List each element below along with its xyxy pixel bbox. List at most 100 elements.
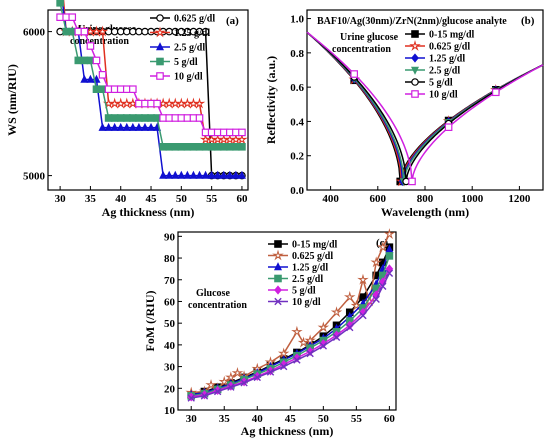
data-point — [177, 170, 186, 179]
data-point — [293, 356, 301, 364]
data-point — [332, 333, 341, 341]
data-point — [195, 170, 204, 179]
data-point — [116, 122, 125, 131]
chart-panel-c: 30 35 40 45 50 55 60 10 20 30 40 50 60 70 80 90 Ag thick… — [143, 228, 397, 438]
y-tick-label: 1.0 — [290, 14, 304, 26]
legend-entry: 5 g/dl — [429, 78, 453, 89]
data-point — [330, 306, 343, 318]
x-tick-label: 55 — [351, 413, 363, 425]
data-point — [116, 114, 125, 122]
data-point — [226, 128, 234, 137]
data-point — [80, 74, 89, 83]
data-point — [350, 70, 359, 78]
series-10-g-dl — [187, 269, 394, 402]
data-point — [147, 27, 155, 36]
legend-marker — [411, 53, 419, 63]
y-tick-label: 60 — [164, 296, 176, 308]
legend-marker — [154, 26, 166, 38]
data-point — [135, 99, 143, 108]
data-point — [62, 13, 70, 22]
series-2-5-g-dl — [306, 31, 544, 187]
series-line — [306, 31, 544, 182]
legend-marker — [274, 297, 282, 306]
legend-marker — [411, 78, 419, 86]
x-axis-label: Wavelength (nm) — [381, 205, 469, 219]
x-tick-label: 1200 — [508, 193, 531, 205]
data-point — [201, 128, 210, 137]
legend-entry: 1.25 g/dl — [429, 54, 465, 65]
legend-marker — [155, 42, 165, 51]
data-point — [116, 85, 125, 94]
annotation-line: concentration — [188, 300, 247, 311]
data-point — [122, 27, 131, 36]
legend-c: 0-15 mg/dl0.625 g/dl1.25 g/dl2.5 g/dl5 g… — [268, 240, 338, 308]
y-tick-label: 5000 — [23, 171, 46, 183]
data-point — [96, 25, 109, 37]
data-point — [200, 392, 209, 400]
data-point — [359, 311, 367, 320]
data-point — [183, 143, 192, 151]
legend-b: 0-15 mg/dl0.625 g/dl1.25 g/dl2.5 g/dl5 g… — [405, 30, 475, 101]
data-point — [110, 122, 119, 131]
x-tick-label: 50 — [176, 193, 188, 205]
data-point — [280, 362, 288, 371]
data-point — [141, 114, 149, 122]
data-point — [86, 42, 95, 50]
legend-marker — [156, 72, 164, 80]
y-tick-label: 6000 — [23, 27, 46, 39]
x-tick-label: 600 — [370, 193, 387, 205]
series-5-g-dl — [56, 0, 246, 151]
data-point — [187, 394, 195, 402]
chart-panel-a: 30 35 40 45 50 55 60 5000 6000 Ag thickness (nm) W… — [5, 0, 249, 219]
legend-entry: 2.5 g/dl — [174, 43, 205, 54]
data-point — [153, 99, 161, 108]
data-point — [129, 114, 137, 122]
legend-entry: 0.625 g/dl — [292, 251, 333, 262]
series-line — [191, 233, 391, 394]
legend-entry: 0-15 mg/dl — [429, 30, 475, 41]
data-point — [219, 143, 228, 151]
data-point — [357, 273, 369, 285]
data-point — [98, 85, 107, 94]
data-point — [171, 143, 180, 151]
series-line — [306, 31, 544, 182]
data-point — [332, 330, 341, 340]
data-point — [218, 375, 231, 387]
data-point — [189, 143, 198, 151]
data-point — [104, 122, 113, 131]
data-point — [379, 282, 387, 290]
data-point — [226, 143, 234, 151]
data-point — [444, 123, 453, 132]
data-point — [207, 170, 216, 179]
data-point — [408, 177, 416, 186]
data-point — [383, 228, 396, 240]
data-point — [238, 128, 246, 137]
data-point — [297, 336, 310, 348]
data-point — [128, 122, 137, 131]
annotation-line: Glucose — [196, 288, 230, 299]
data-point — [122, 114, 131, 122]
data-point — [104, 85, 113, 94]
data-point — [201, 143, 210, 151]
y-tick-label: 90 — [164, 231, 176, 243]
legend-marker — [273, 262, 283, 271]
x-axis-label: Ag thickness (nm) — [102, 205, 195, 219]
x-tick-label: 35 — [219, 413, 231, 425]
legend-marker — [410, 66, 420, 75]
data-point — [153, 114, 161, 122]
data-point — [266, 368, 275, 376]
series-0-15-mg-dl — [306, 31, 544, 186]
data-point — [116, 27, 125, 36]
data-point — [306, 349, 314, 358]
series-10-g-dl — [56, 13, 246, 137]
data-point — [165, 27, 174, 36]
legend-entry: 5 g/dl — [174, 57, 198, 68]
data-point — [213, 128, 222, 137]
data-point — [56, 0, 64, 7]
x-tick-label: 35 — [85, 193, 97, 205]
series-10-g-dl — [306, 31, 544, 186]
data-point — [213, 387, 222, 396]
data-point — [159, 170, 168, 179]
data-point — [129, 27, 137, 36]
